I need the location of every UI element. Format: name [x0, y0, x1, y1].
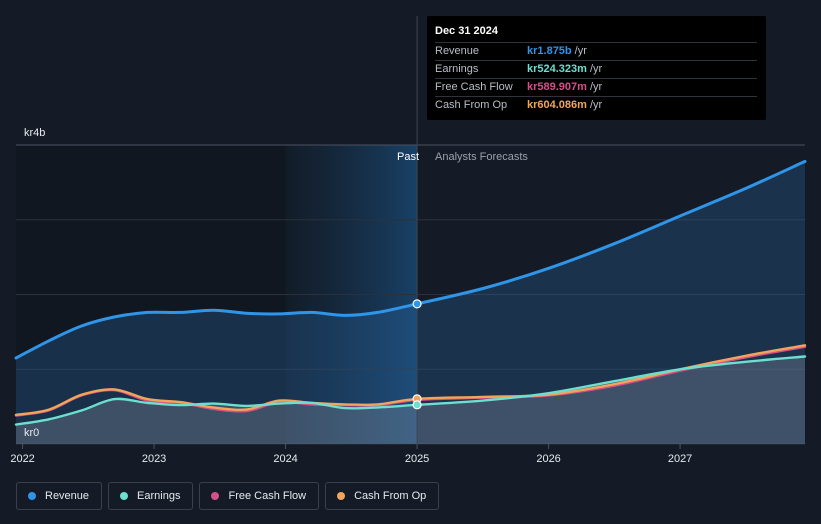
tooltip-unit: /yr: [589, 99, 603, 111]
tooltip-unit: /yr: [589, 63, 603, 75]
legend-dot-icon: [120, 492, 129, 500]
x-tick-label: 2026: [536, 453, 560, 465]
tooltip-label: Cash From Op: [435, 99, 508, 111]
legend-dot-icon: [211, 492, 220, 500]
series-areas: [16, 161, 805, 444]
x-tick-label: 2023: [142, 453, 166, 465]
series-lines: [14, 159, 807, 426]
legend-label: Free Cash Flow: [228, 490, 307, 502]
tooltip-row-free-cash-flow: Free Cash Flow kr589.907m /yr: [435, 78, 757, 96]
legend: Revenue Earnings Free Cash Flow Cash Fro…: [16, 482, 440, 510]
past-label: Past: [397, 151, 419, 163]
area-earnings: [16, 356, 805, 444]
legend-item-revenue[interactable]: Revenue: [16, 482, 103, 510]
tooltip-row-cash-from-op: Cash From Op kr604.086m /yr: [435, 96, 757, 114]
x-tick-label: 2022: [10, 453, 34, 465]
tooltip-date: Dec 31 2024: [435, 25, 498, 37]
legend-label: Revenue: [45, 490, 90, 502]
legend-dot-icon: [337, 492, 346, 500]
marker-revenue: [412, 299, 422, 309]
tooltip-value: kr524.323m: [527, 63, 587, 75]
x-axis-ticks: 2022 2023 2024 2025 2026 2027: [10, 444, 692, 465]
tooltip-value: kr604.086m: [527, 99, 587, 111]
line-earnings: [14, 355, 807, 426]
tooltip-label: Free Cash Flow: [435, 81, 513, 93]
x-tick-label: 2024: [273, 453, 297, 465]
tooltip: Dec 31 2024 Revenue kr1.875b /yr Earning…: [427, 16, 766, 120]
y-tick-top: kr4b: [24, 127, 45, 139]
tooltip-label: Earnings: [435, 63, 479, 75]
tooltip-unit: /yr: [589, 81, 603, 93]
legend-dot-icon: [28, 492, 36, 500]
tooltip-value: kr1.875b: [527, 45, 572, 57]
legend-item-free-cash-flow[interactable]: Free Cash Flow: [199, 482, 320, 510]
tooltip-row-revenue: Revenue kr1.875b /yr: [435, 42, 757, 60]
tooltip-row-earnings: Earnings kr524.323m /yr: [435, 60, 757, 78]
tooltip-value: kr589.907m: [527, 81, 587, 93]
tooltip-label: Revenue: [435, 45, 480, 57]
x-tick-label: 2025: [405, 453, 429, 465]
area-revenue: [16, 161, 805, 444]
x-tick-label: 2027: [668, 453, 692, 465]
legend-item-cash-from-op[interactable]: Cash From Op: [325, 482, 440, 510]
legend-label: Earnings: [137, 490, 181, 502]
line-revenue: [14, 159, 807, 360]
y-tick-bottom: kr0: [24, 427, 39, 439]
tooltip-unit: /yr: [574, 45, 587, 57]
legend-label: Cash From Op: [354, 490, 427, 502]
current-markers: [412, 299, 422, 410]
marker-earnings: [412, 400, 422, 410]
legend-item-earnings[interactable]: Earnings: [108, 482, 194, 510]
forecast-label: Analysts Forecasts: [435, 151, 528, 163]
